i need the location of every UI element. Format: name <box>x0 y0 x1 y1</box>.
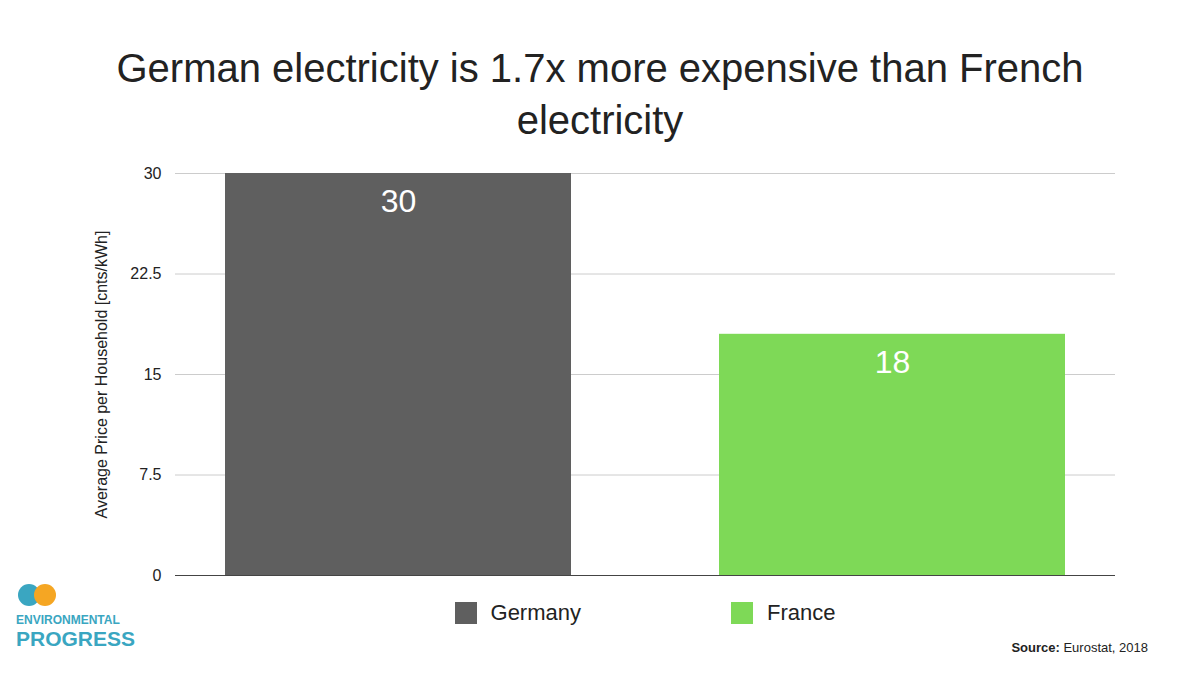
html-text:German electricity is 1.7x mor: German electricity is 1.7x more expensiv… <box>116 46 1084 142</box>
svg-text:30: 30 <box>144 165 162 182</box>
svg-text:18: 18 <box>875 344 911 380</box>
html-text:Germany: Germany <box>490 600 581 625</box>
svg-text:0: 0 <box>153 567 162 584</box>
svg-text:7.5: 7.5 <box>139 466 161 483</box>
svg-text:30: 30 <box>381 183 417 219</box>
svg-text:22.5: 22.5 <box>130 265 161 282</box>
html-text:Source: Eurostat, 2018: Source: Eurostat, 2018 <box>1011 640 1148 655</box>
html-text:France: France <box>767 600 836 625</box>
svg-text:Average Price per Household [c: Average Price per Household [cnts/kWh] <box>93 231 110 519</box>
html-text:PROGRESS: PROGRESS <box>16 627 135 650</box>
svg-text:15: 15 <box>144 366 162 383</box>
html-text:ENVIRONMENTAL: ENVIRONMENTAL <box>16 613 120 627</box>
